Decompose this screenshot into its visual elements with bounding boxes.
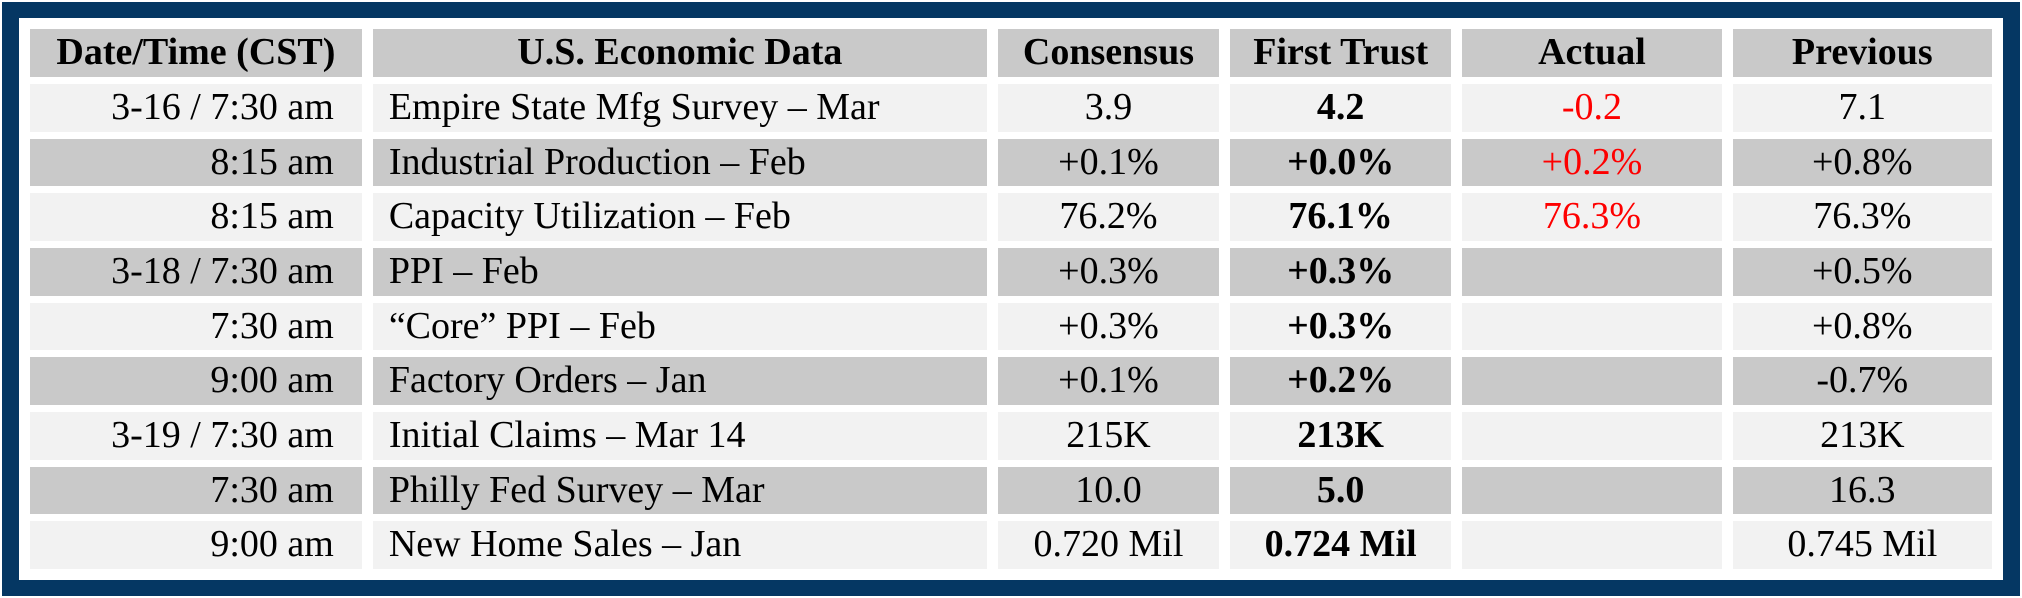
cell-actual <box>1462 302 1722 351</box>
cell-datetime: 9:00 am <box>30 521 362 569</box>
cell-datetime: 7:30 am <box>30 302 362 351</box>
cell-actual: -0.2 <box>1462 84 1722 132</box>
col-header-actual: Actual <box>1462 29 1722 77</box>
cell-previous: 0.745 Mil <box>1732 521 1992 569</box>
cell-actual: +0.2% <box>1462 138 1722 187</box>
cell-previous: +0.8% <box>1732 302 1992 351</box>
cell-actual <box>1462 521 1722 569</box>
table-row: 3-19 / 7:30 am Initial Claims – Mar 14 215… <box>30 411 1992 460</box>
cell-first-trust: +0.2% <box>1230 357 1452 405</box>
cell-datetime: 3-18 / 7:30 am <box>30 247 362 296</box>
cell-first-trust: 4.2 <box>1230 84 1452 132</box>
cell-first-trust: 5.0 <box>1230 466 1452 515</box>
cell-first-trust: +0.3% <box>1230 247 1452 296</box>
table-row: 3-18 / 7:30 am PPI – Feb +0.3% +0.3% +0.5% <box>30 247 1992 296</box>
table-background: Date/Time (CST) U.S. Economic Data Conse… <box>19 18 2003 580</box>
cell-event: Capacity Utilization – Feb <box>372 193 987 241</box>
cell-previous: +0.8% <box>1732 138 1992 187</box>
cell-previous: 16.3 <box>1732 466 1992 515</box>
table-row: 7:30 am Philly Fed Survey – Mar 10.0 5.0 16.… <box>30 466 1992 515</box>
cell-datetime: 8:15 am <box>30 138 362 187</box>
header-row: Date/Time (CST) U.S. Economic Data Conse… <box>30 29 1992 77</box>
cell-consensus: 215K <box>997 411 1220 460</box>
col-header-consensus: Consensus <box>997 29 1220 77</box>
cell-consensus: +0.3% <box>997 302 1220 351</box>
col-header-first-trust: First Trust <box>1230 29 1452 77</box>
cell-event: “Core” PPI – Feb <box>372 302 987 351</box>
cell-consensus: 10.0 <box>997 466 1220 515</box>
cell-event: New Home Sales – Jan <box>372 521 987 569</box>
cell-actual <box>1462 411 1722 460</box>
cell-previous: -0.7% <box>1732 357 1992 405</box>
cell-actual: 76.3% <box>1462 193 1722 241</box>
table-row: 7:30 am “Core” PPI – Feb +0.3% +0.3% +0.8% <box>30 302 1992 351</box>
cell-event: Empire State Mfg Survey – Mar <box>372 84 987 132</box>
table-row: 8:15 am Capacity Utilization – Feb 76.2% 76… <box>30 193 1992 241</box>
cell-previous: 7.1 <box>1732 84 1992 132</box>
cell-event: Factory Orders – Jan <box>372 357 987 405</box>
table-row: 8:15 am Industrial Production – Feb +0.1% +… <box>30 138 1992 187</box>
cell-consensus: +0.1% <box>997 138 1220 187</box>
cell-actual <box>1462 466 1722 515</box>
cell-consensus: 3.9 <box>997 84 1220 132</box>
cell-actual <box>1462 247 1722 296</box>
table-row: 3-16 / 7:30 am Empire State Mfg Survey – … <box>30 84 1992 132</box>
cell-consensus: +0.3% <box>997 247 1220 296</box>
table-row: 9:00 am Factory Orders – Jan +0.1% +0.2% -0.… <box>30 357 1992 405</box>
cell-first-trust: 213K <box>1230 411 1452 460</box>
cell-event: Industrial Production – Feb <box>372 138 987 187</box>
cell-actual <box>1462 357 1722 405</box>
cell-event: Philly Fed Survey – Mar <box>372 466 987 515</box>
cell-previous: 213K <box>1732 411 1992 460</box>
cell-first-trust: 76.1% <box>1230 193 1452 241</box>
cell-datetime: 7:30 am <box>30 466 362 515</box>
table-row: 9:00 am New Home Sales – Jan 0.720 Mil 0.72… <box>30 521 1992 569</box>
cell-previous: 76.3% <box>1732 193 1992 241</box>
cell-first-trust: 0.724 Mil <box>1230 521 1452 569</box>
cell-consensus: +0.1% <box>997 357 1220 405</box>
cell-event: PPI – Feb <box>372 247 987 296</box>
cell-consensus: 0.720 Mil <box>997 521 1220 569</box>
cell-datetime: 3-19 / 7:30 am <box>30 411 362 460</box>
economic-data-table: Date/Time (CST) U.S. Economic Data Conse… <box>19 22 2003 576</box>
col-header-datetime: Date/Time (CST) <box>30 29 362 77</box>
cell-first-trust: +0.0% <box>1230 138 1452 187</box>
col-header-event: U.S. Economic Data <box>372 29 987 77</box>
col-header-previous: Previous <box>1732 29 1992 77</box>
cell-event: Initial Claims – Mar 14 <box>372 411 987 460</box>
cell-previous: +0.5% <box>1732 247 1992 296</box>
cell-datetime: 3-16 / 7:30 am <box>30 84 362 132</box>
cell-datetime: 9:00 am <box>30 357 362 405</box>
table-body: 3-16 / 7:30 am Empire State Mfg Survey – … <box>30 84 1992 569</box>
cell-first-trust: +0.3% <box>1230 302 1452 351</box>
cell-consensus: 76.2% <box>997 193 1220 241</box>
cell-datetime: 8:15 am <box>30 193 362 241</box>
